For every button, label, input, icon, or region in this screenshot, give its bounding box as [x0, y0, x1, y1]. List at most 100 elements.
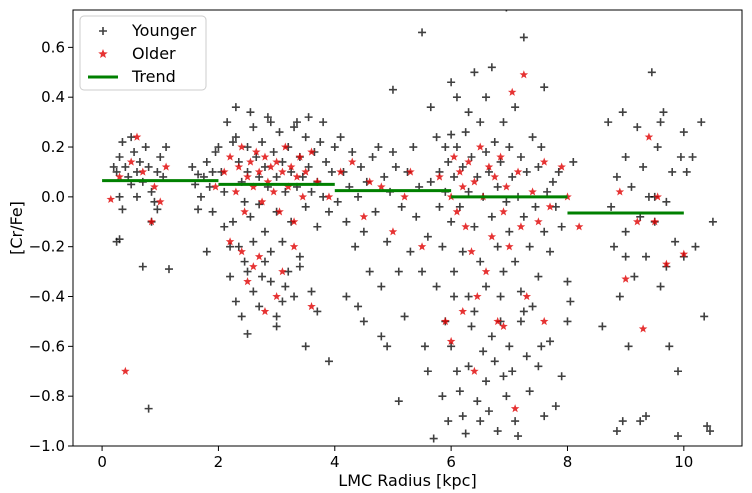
older-point: [644, 132, 654, 141]
younger-point: [211, 148, 220, 157]
younger-point: [377, 332, 386, 341]
younger-point: [432, 133, 441, 142]
younger-point: [653, 143, 662, 152]
younger-point: [464, 292, 473, 301]
younger-point: [226, 272, 235, 281]
older-point: [505, 242, 514, 251]
older-point: [528, 187, 537, 196]
older-point: [475, 142, 485, 151]
younger-point: [164, 265, 173, 274]
younger-point: [487, 63, 496, 72]
younger-point: [406, 247, 415, 256]
younger-point: [447, 130, 456, 139]
younger-point: [476, 257, 485, 266]
younger-point: [458, 162, 467, 171]
younger-point: [496, 292, 505, 301]
younger-point: [255, 302, 264, 311]
younger-point: [307, 287, 316, 296]
older-point: [507, 87, 517, 96]
older-point: [473, 292, 482, 301]
younger-point: [249, 237, 258, 246]
younger-point: [144, 404, 153, 413]
older-point: [435, 172, 444, 181]
y-tick-label: −0.2: [29, 238, 65, 256]
older-point: [272, 157, 281, 166]
older-point: [662, 259, 671, 268]
younger-point: [563, 317, 572, 326]
older-point: [161, 162, 171, 171]
younger-point: [240, 257, 249, 266]
younger-point: [278, 157, 287, 166]
younger-point: [604, 118, 613, 127]
younger-point: [682, 167, 691, 176]
older-point: [458, 306, 468, 316]
younger-point: [348, 148, 357, 157]
younger-point: [516, 287, 525, 296]
older-point: [452, 207, 462, 216]
younger-point: [336, 133, 345, 142]
younger-point: [228, 217, 237, 226]
older-point: [539, 316, 549, 326]
younger-point: [668, 167, 677, 176]
x-tick-label: 6: [446, 453, 456, 471]
younger-point: [499, 372, 508, 381]
older-point: [481, 267, 491, 276]
younger-point: [263, 113, 272, 122]
younger-point: [525, 387, 534, 396]
younger-point: [135, 157, 144, 166]
younger-point: [447, 342, 456, 351]
younger-point: [546, 247, 555, 256]
younger-point: [511, 257, 520, 266]
younger-point: [249, 123, 258, 132]
older-point: [278, 167, 287, 176]
younger-point: [307, 187, 316, 196]
younger-point: [615, 292, 624, 301]
younger-point: [505, 143, 514, 152]
older-point: [283, 182, 293, 191]
y-tick-label: 0.0: [41, 188, 65, 206]
younger-point: [450, 292, 459, 301]
younger-point: [356, 162, 365, 171]
younger-point: [374, 143, 383, 152]
younger-point: [260, 227, 269, 236]
younger-point: [132, 192, 141, 201]
younger-point: [703, 422, 712, 431]
younger-point: [304, 162, 313, 171]
younger-point: [511, 417, 520, 426]
younger-point: [688, 152, 697, 161]
younger-point: [444, 417, 453, 426]
younger-point: [322, 157, 331, 166]
older-point: [251, 147, 261, 156]
older-point: [449, 152, 459, 161]
younger-point: [223, 118, 232, 127]
younger-point: [281, 282, 290, 291]
younger-point: [537, 342, 546, 351]
younger-point: [642, 412, 651, 421]
younger-point: [647, 68, 656, 77]
younger-point: [333, 197, 342, 206]
younger-point: [455, 202, 464, 211]
younger-point: [516, 152, 525, 161]
younger-point: [383, 237, 392, 246]
younger-point: [499, 118, 508, 127]
younger-point: [354, 192, 363, 201]
younger-point: [671, 237, 680, 246]
x-tick-label: 2: [214, 453, 224, 471]
younger-point: [255, 172, 264, 181]
older-point: [240, 207, 249, 216]
younger-point: [156, 152, 165, 161]
older-point: [307, 301, 316, 311]
younger-point: [418, 267, 427, 276]
older-point: [441, 316, 450, 326]
younger-point: [464, 187, 473, 196]
legend-younger-marker: [99, 27, 107, 35]
younger-point: [231, 297, 240, 306]
younger-point: [452, 93, 461, 102]
younger-point: [540, 83, 549, 92]
younger-point: [441, 143, 450, 152]
younger-point: [304, 113, 313, 122]
younger-point: [130, 148, 139, 157]
younger-point: [563, 277, 572, 286]
younger-point: [618, 108, 627, 117]
older-point: [650, 217, 660, 226]
